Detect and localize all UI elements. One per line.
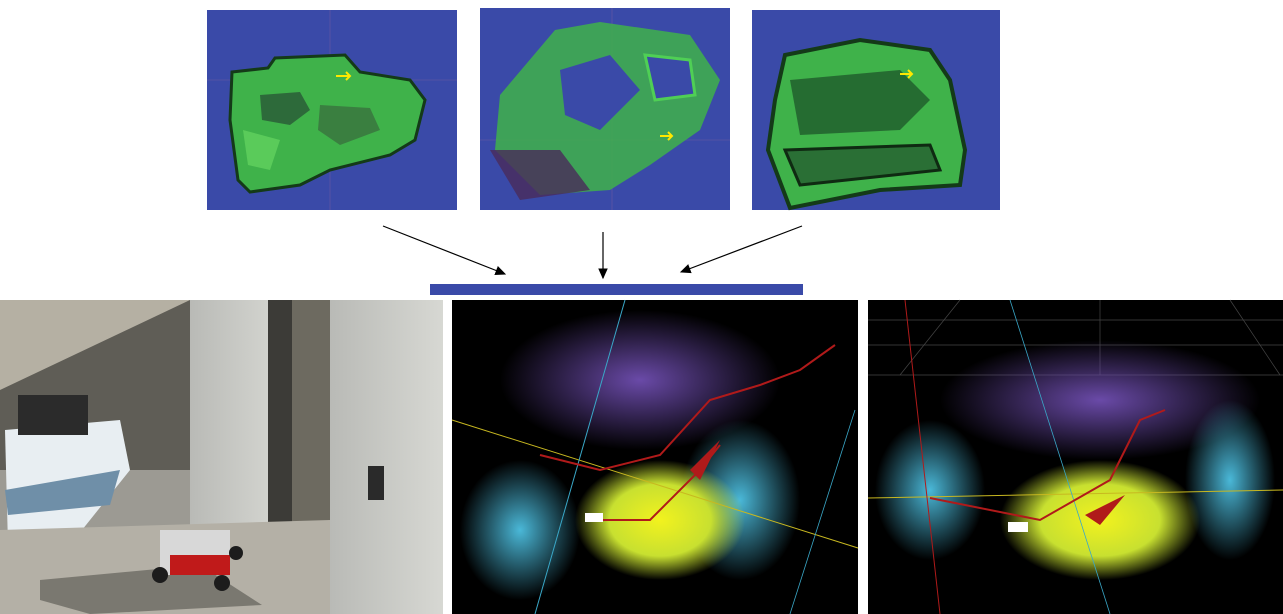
robot-photo-part	[292, 300, 332, 560]
point-cloud-view-2-part-part	[1229, 299, 1281, 376]
point-cloud-view-2-part	[1009, 299, 1111, 614]
map-panel-1-part	[243, 130, 280, 170]
point-cloud-view-2-part	[1008, 522, 1028, 532]
map-panel-3-part	[790, 70, 930, 135]
map-panel-2-part	[560, 55, 640, 130]
point-cloud-view-1-part	[500, 310, 780, 450]
robot-photo-part	[152, 567, 168, 583]
merge-arrows	[382, 225, 803, 280]
point-cloud-view-2-part	[867, 489, 1283, 499]
map-panel-1-part	[260, 92, 310, 125]
point-cloud-view-1-part	[451, 419, 859, 549]
robot-photo-part	[214, 575, 230, 591]
point-cloud-view-1-part	[534, 299, 626, 614]
point-cloud-view-2-part	[940, 340, 1260, 460]
map-panel-2	[480, 8, 730, 210]
point-cloud-view-1-part	[690, 440, 720, 480]
merged-map-bar-part	[430, 284, 803, 295]
point-cloud-view-2-part-part	[899, 299, 961, 376]
merge-arrows-part	[679, 225, 803, 274]
robot-photo-part	[170, 555, 230, 575]
map-panel-2-part	[643, 53, 697, 102]
map-panel-2-part	[490, 150, 590, 200]
merge-arrows-part	[382, 225, 507, 275]
map-panel-2-part	[660, 131, 674, 141]
point-cloud-view-1-part	[789, 409, 856, 614]
map-panel-1	[207, 10, 457, 210]
point-cloud-view-2-part	[875, 420, 985, 560]
robot-photo-part	[5, 470, 120, 515]
map-panel-3	[752, 10, 1000, 211]
point-cloud-view-1-part	[460, 460, 580, 600]
point-cloud-view-1-part	[539, 344, 836, 472]
robot-photo	[0, 300, 443, 614]
point-cloud-view-1	[451, 299, 859, 614]
robot-photo-part	[229, 546, 243, 560]
point-cloud-view-2-part	[929, 409, 1166, 522]
robot-photo-part	[330, 300, 443, 614]
robot-photo-part	[0, 300, 190, 390]
merged-map-bar	[430, 284, 803, 295]
map-panel-1-part	[336, 71, 352, 81]
robot-photo-part	[40, 565, 262, 614]
point-cloud-view-2-part	[1185, 400, 1275, 560]
point-cloud-view-2	[867, 299, 1283, 614]
robot-photo-part	[268, 300, 292, 560]
robot-photo-part	[18, 395, 88, 435]
point-cloud-view-2-part	[1085, 495, 1125, 525]
point-cloud-view-1-part	[585, 513, 603, 522]
map-panel-3-part	[782, 143, 943, 187]
point-cloud-view-2-part	[904, 299, 941, 614]
map-panel-1-part	[318, 105, 380, 145]
map-panel-3-part	[900, 69, 914, 79]
robot-photo-part	[368, 466, 384, 500]
point-cloud-view-1-part	[575, 460, 745, 580]
